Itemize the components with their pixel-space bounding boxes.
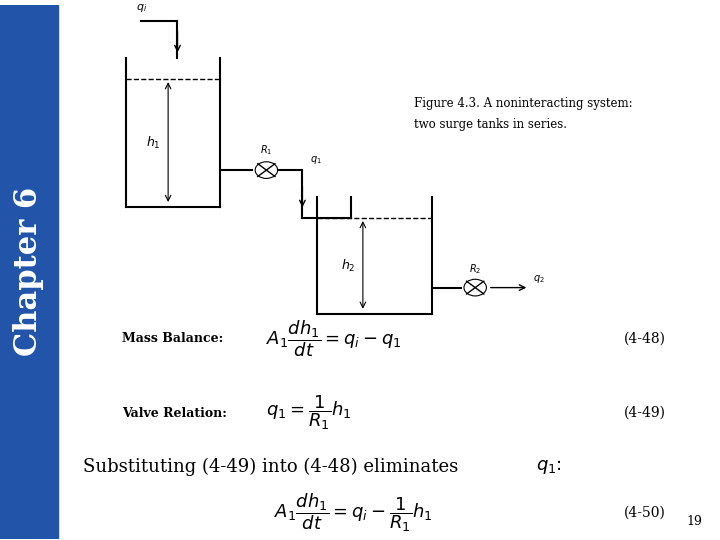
Text: $q_2$: $q_2$: [533, 273, 544, 285]
Text: $R_1$: $R_1$: [260, 143, 273, 157]
Text: $A_1 \dfrac{dh_1}{dt} = q_i - \dfrac{1}{R_1} h_1$: $A_1 \dfrac{dh_1}{dt} = q_i - \dfrac{1}{…: [274, 492, 432, 534]
Text: Chapter 6: Chapter 6: [13, 187, 45, 356]
Text: (4-50): (4-50): [624, 506, 666, 520]
Text: $q_1 = \dfrac{1}{R_1} h_1$: $q_1 = \dfrac{1}{R_1} h_1$: [266, 394, 352, 433]
Bar: [0, 4, 58, 538]
Text: $A_1 \dfrac{dh_1}{dt} = q_i - q_1$: $A_1 \dfrac{dh_1}{dt} = q_i - q_1$: [266, 318, 402, 359]
Text: $q_i$: $q_i$: [136, 2, 147, 14]
Text: $q_1$:: $q_1$:: [536, 457, 562, 476]
Text: Mass Balance:: Mass Balance:: [122, 332, 224, 345]
Text: (4-48): (4-48): [624, 332, 666, 346]
Text: Substituting (4-49) into (4-48) eliminates: Substituting (4-49) into (4-48) eliminat…: [83, 457, 464, 476]
Text: $R_2$: $R_2$: [469, 262, 482, 276]
Text: Figure 4.3. A noninteracting system:: Figure 4.3. A noninteracting system:: [414, 97, 633, 110]
Text: $h_1$: $h_1$: [146, 136, 161, 151]
Text: 19: 19: [686, 515, 702, 528]
Text: $h_2$: $h_2$: [341, 258, 356, 274]
Text: $q_1$: $q_1$: [310, 154, 321, 166]
Text: (4-49): (4-49): [624, 406, 666, 420]
Text: two surge tanks in series.: two surge tanks in series.: [414, 118, 567, 131]
Text: Valve Relation:: Valve Relation:: [122, 407, 228, 420]
